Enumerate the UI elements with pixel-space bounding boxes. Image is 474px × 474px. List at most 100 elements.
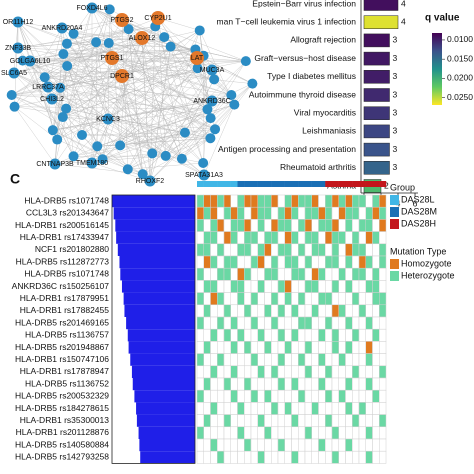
mutation-cell [365,219,373,232]
mutation-cell [318,316,326,330]
mutation-cell [217,328,225,342]
mutation-cell [358,219,366,232]
mutation-cell [217,438,225,452]
mutation-cell [230,353,238,367]
node [12,16,24,28]
mutation-cell [264,255,272,269]
mutation-cell [203,243,211,257]
mutation-cell [358,255,366,269]
mutation-cell [325,280,333,293]
mutation-cell [210,365,218,379]
mutation-cell [203,414,211,428]
mutation-cell [331,267,339,281]
snp-label: HLA-DRB1 rs200516145 [15,220,109,230]
mutation-cell [237,328,245,342]
mutation-cell [372,304,380,318]
mutation-cell [318,341,326,354]
mutation-cell [298,292,306,306]
mutation-cell [298,426,306,440]
mutation-cell [196,267,204,281]
mutation-cell [352,328,360,342]
mutation-cell [365,438,373,452]
edge [17,21,232,96]
edge [181,104,235,159]
mutation-cell [365,231,373,245]
mutation-cell [271,219,279,232]
mutation-cell [277,328,285,342]
mutation-cell [277,414,285,428]
mutation-cell [196,438,204,452]
mutation-cell [311,389,319,403]
mutation-cell [203,402,211,415]
mutation-cell [237,292,245,306]
mutation-cell [318,328,326,342]
node-label: SLC6A5 [1,70,27,77]
mutation-cell [284,219,292,232]
mutation-cell [372,231,380,245]
mutation-cell [210,194,218,208]
node [194,25,205,36]
mutation-cell [196,255,204,269]
pathway-label: man T−cell leukemia virus 1 infection [217,16,357,26]
mutation-cell [318,402,326,415]
mutation-cell [345,206,353,220]
mutation-cell [318,377,326,391]
mutation-cell [291,341,299,354]
mutation-cell [331,341,339,354]
mutation-cell [203,194,211,208]
mutation-cell [210,243,218,257]
mutation-cell [358,267,366,281]
mutation-cell [304,450,312,464]
mutation-cell [318,389,326,403]
group-strip [332,181,339,187]
mutation-cell [338,365,346,379]
snp-label: HLA-DRB1 rs17878947 [20,366,110,376]
edge [54,155,166,165]
edge [65,30,200,109]
mutation-cell [365,280,373,293]
pathway-label: Antigen processing and presentation [218,144,356,154]
mutation-cell [318,450,326,464]
node-label: LAT [191,55,204,62]
group-strip [203,181,211,187]
mutation-cell [257,292,265,306]
edge [63,53,198,59]
mutation-cell [379,267,387,281]
mutation-cell [203,280,211,293]
edge [60,87,166,157]
mutation-cell [217,304,225,318]
edge [63,53,128,170]
frequency-bar [123,292,195,305]
group-strip [325,181,333,187]
mutation-cell [318,243,326,257]
legend-label: DAS28M [401,206,437,216]
mutation-cell [365,341,373,354]
mutation-cell [284,402,292,415]
edge [127,30,200,170]
mutation-cell [291,255,299,269]
edge [184,129,216,133]
mutation-cell [277,255,285,269]
mutation-cell [304,255,312,269]
group-strip [271,181,279,187]
mutation-cell [264,365,272,379]
edge [62,30,200,118]
mutation-cell [304,365,312,379]
pathway-label: Viral myocarditis [294,107,356,117]
mutation-cell [291,438,299,452]
mutation-cell [217,219,225,232]
mutation-cell [352,414,360,428]
mutation-cell [365,365,373,379]
edge [140,37,166,156]
mutation-cell [257,328,265,342]
mutation-cell [291,377,299,391]
mutation-cell [325,438,333,452]
mutation-cell [264,414,272,428]
mutation-cell [331,231,339,245]
mutation-cell [257,438,265,452]
colorbar-label: 0.0100 [447,34,473,44]
mutation-cell [291,304,299,318]
mutation-cell [311,231,319,245]
mutation-cell [257,402,265,415]
